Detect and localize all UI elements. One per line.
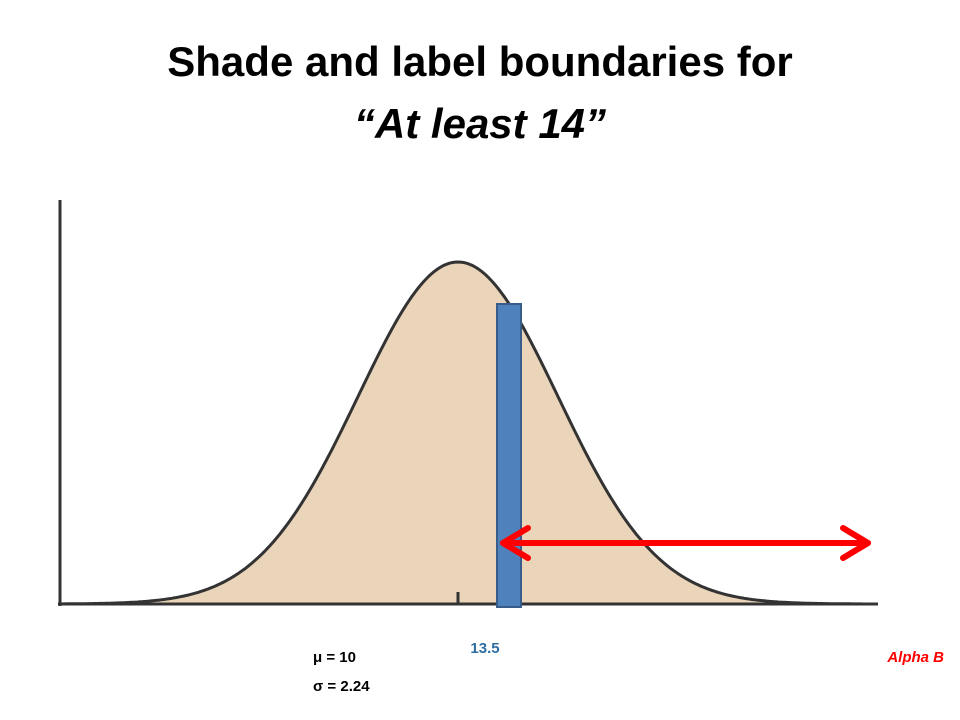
boundary-bar bbox=[496, 303, 522, 608]
credit-label: Alpha B bbox=[886, 649, 944, 666]
boundary-label: 13.5 bbox=[470, 640, 499, 657]
normal-curve bbox=[60, 260, 862, 606]
arrow-head-right bbox=[840, 525, 871, 561]
arrow-head-left bbox=[500, 525, 531, 561]
sd-label: σ = 2.24 bbox=[313, 678, 370, 695]
mean-label: μ = 10 bbox=[313, 649, 356, 666]
title-line-2: “At least 14” bbox=[354, 100, 606, 147]
title-line-1: Shade and label boundaries for bbox=[167, 38, 792, 85]
arrow bbox=[500, 525, 871, 561]
